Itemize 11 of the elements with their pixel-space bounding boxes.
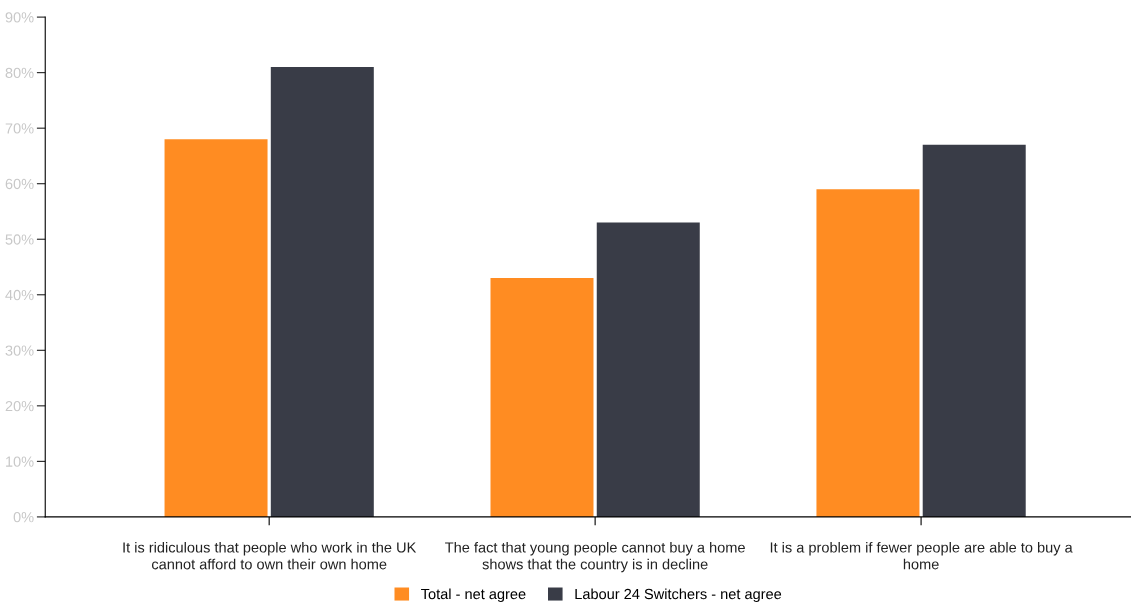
x-tick-label: It is a problem if fewer people are able to buy a home bbox=[770, 541, 1073, 570]
x-tick-label: The fact that young people cannot buy a home shows that the country is in decline bbox=[445, 541, 745, 573]
bar bbox=[164, 139, 268, 517]
bar bbox=[270, 67, 374, 517]
bar bbox=[816, 189, 920, 517]
bar bbox=[490, 278, 594, 517]
bar bbox=[596, 222, 700, 517]
x-tick-label: It is ridiculous that people who work in the UK cannot afford to own their own home bbox=[123, 541, 417, 570]
legend-label: Labour 24 Switchers - net agree bbox=[575, 588, 782, 603]
bar bbox=[922, 144, 1026, 517]
legend-label: Total - net agree bbox=[421, 588, 526, 603]
